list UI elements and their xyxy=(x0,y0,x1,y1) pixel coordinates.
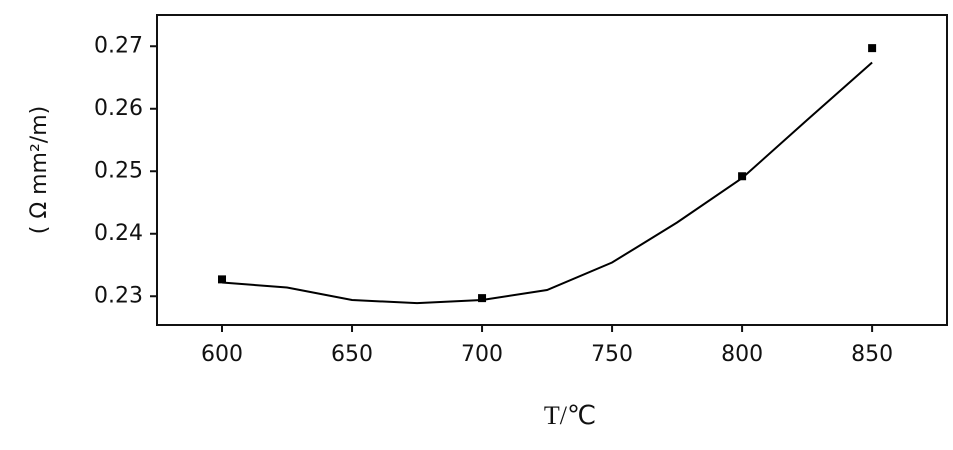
y-axis-label: ( Ω mm²/m) xyxy=(27,106,52,235)
x-tick-label: 650 xyxy=(331,342,373,367)
y-tick-label: 0.23 xyxy=(94,283,143,308)
point xyxy=(738,172,747,181)
y-tick-label: 0.25 xyxy=(94,158,143,183)
line xyxy=(221,61,873,305)
point xyxy=(218,275,227,284)
y-tick-label: 0.26 xyxy=(94,96,143,121)
plot-frame xyxy=(156,14,948,326)
x-tick-label: 600 xyxy=(201,342,243,367)
x-tick-label: 850 xyxy=(851,342,893,367)
point xyxy=(868,44,877,53)
x-axis-label: T/℃ xyxy=(544,401,596,430)
y-tick-label: 0.24 xyxy=(94,221,143,246)
point xyxy=(478,294,487,303)
y-tick-label: 0.27 xyxy=(94,33,143,58)
x-tick-label: 800 xyxy=(721,342,763,367)
x-tick-label: 700 xyxy=(461,342,503,367)
x-tick-label: 750 xyxy=(591,342,633,367)
